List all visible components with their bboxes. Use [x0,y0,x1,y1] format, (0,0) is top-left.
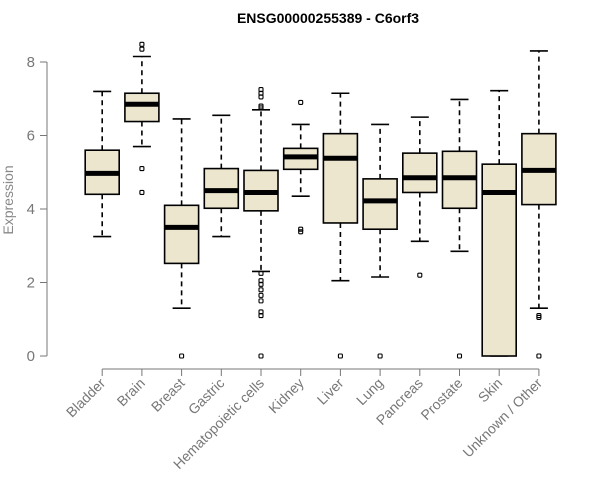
outlier-point [258,281,264,287]
chart-title: ENSG00000255389 - C6orf3 [237,10,419,26]
iqr-box [322,132,359,224]
outlier-point [258,292,264,298]
outlier-point [258,298,264,304]
x-category-label: Breast [148,375,188,415]
box-group-brain [124,41,160,196]
outlier-point [337,353,343,359]
outlier-point [258,105,264,111]
y-tick-label: 6 [27,128,35,145]
x-category-label: Bladder [63,375,109,421]
box-group-pancreas [401,116,438,278]
x-category-label: Kidney [265,375,307,417]
outlier-point [417,272,423,278]
boxes [84,41,557,359]
y-tick-label: 4 [27,201,35,218]
outlier-point [298,99,304,105]
y-tick-label: 8 [27,54,35,71]
x-category-label: Skin [475,375,506,406]
x-category-label: Liver [314,375,347,408]
box-group-gastric [203,114,240,238]
outlier-point [258,94,264,100]
outlier-point [258,270,264,276]
iqr-box [362,178,398,231]
y-axis-label: Expression [0,165,16,234]
outlier-point [139,46,145,52]
box-group-unknown-other [521,50,557,359]
iqr-box [163,204,200,265]
box-group-skin [481,89,518,357]
x-category-label: Brain [114,375,148,409]
outlier-point [258,353,264,359]
outlier-point [298,229,304,235]
iqr-box [481,163,518,357]
box-group-lung [362,123,398,359]
box-group-prostate [441,98,478,359]
x-category-label: Prostate [417,375,465,423]
outlier-point [536,314,542,320]
outlier-point [258,287,264,293]
outlier-point [377,353,383,359]
axes: 0 2 4 6 8 [27,54,540,376]
outlier-point [179,353,185,359]
outlier-point [139,166,145,172]
outlier-point [456,353,463,359]
iqr-box [124,92,160,123]
outlier-point [139,189,145,196]
y-tick-label: 2 [27,275,35,292]
box-group-liver [322,92,359,359]
y-tick-label: 0 [27,348,35,365]
outlier-point [536,353,542,359]
box-group-bladder [84,90,120,238]
box-group-kidney [282,99,319,235]
iqr-box [401,152,438,194]
outlier-point [139,41,145,47]
box-group-breast [163,118,200,359]
x-category-label: Lung [353,375,386,408]
outlier-point [258,313,264,319]
box-group-hematopoietic-cells [243,87,279,359]
outlier-point [298,226,304,232]
